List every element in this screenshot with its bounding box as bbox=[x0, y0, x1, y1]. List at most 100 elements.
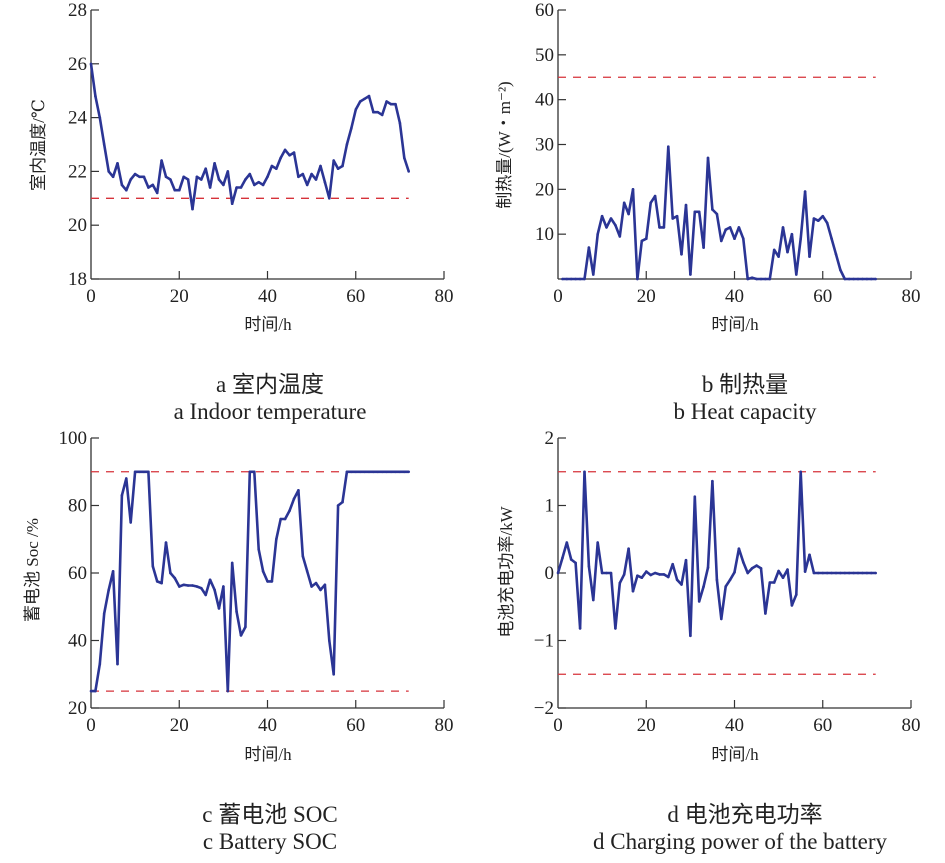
data-point bbox=[706, 156, 710, 160]
y-axis-label: 制热量/(W・m⁻²) bbox=[495, 81, 514, 208]
data-point bbox=[742, 560, 745, 564]
data-point bbox=[808, 255, 811, 258]
series-line bbox=[89, 63, 410, 211]
y-tick-label: 28 bbox=[68, 0, 87, 21]
caption-b-zh: b 制热量 bbox=[701, 372, 789, 397]
data-point bbox=[253, 183, 256, 187]
data-point bbox=[777, 255, 780, 258]
x-tick-label: 20 bbox=[170, 286, 189, 307]
data-point bbox=[279, 517, 283, 521]
data-point bbox=[129, 178, 132, 181]
data-point bbox=[720, 239, 723, 243]
data-point bbox=[574, 561, 577, 565]
data-point bbox=[385, 470, 388, 474]
data-point bbox=[217, 607, 221, 610]
data-point bbox=[631, 589, 635, 593]
data-point bbox=[323, 583, 327, 587]
data-point bbox=[89, 62, 93, 66]
data-point bbox=[737, 226, 741, 229]
data-point bbox=[781, 576, 785, 579]
data-point bbox=[693, 210, 697, 214]
data-point bbox=[266, 175, 269, 179]
data-point bbox=[328, 197, 331, 200]
data-point bbox=[151, 565, 155, 568]
y-tick-label: 30 bbox=[535, 135, 554, 156]
data-point bbox=[155, 191, 159, 195]
data-point bbox=[297, 175, 300, 179]
data-point bbox=[288, 509, 291, 512]
data-point bbox=[583, 277, 586, 281]
data-point bbox=[596, 232, 599, 236]
data-point bbox=[98, 662, 102, 666]
series-line bbox=[556, 470, 876, 638]
data-point bbox=[569, 558, 573, 561]
data-point bbox=[569, 277, 573, 281]
data-point bbox=[403, 470, 406, 474]
data-point bbox=[138, 470, 141, 474]
data-point bbox=[160, 581, 163, 585]
data-point bbox=[772, 581, 776, 584]
data-point bbox=[133, 470, 137, 474]
data-point bbox=[288, 154, 291, 157]
data-point bbox=[755, 564, 758, 567]
data-point bbox=[367, 470, 371, 474]
y-tick-label: −2 bbox=[534, 698, 554, 719]
caption-b-en: b Heat capacity bbox=[673, 399, 817, 424]
data-point bbox=[667, 145, 670, 148]
data-point bbox=[680, 583, 683, 586]
data-point bbox=[257, 180, 261, 184]
data-point bbox=[600, 214, 604, 218]
data-point bbox=[270, 580, 274, 583]
data-point bbox=[226, 170, 230, 173]
data-point bbox=[164, 175, 168, 179]
data-point bbox=[671, 217, 674, 220]
data-point bbox=[565, 277, 569, 281]
x-tick-label: 60 bbox=[346, 715, 365, 736]
y-tick-label: 40 bbox=[68, 631, 87, 652]
data-point bbox=[230, 202, 234, 205]
x-tick-label: 60 bbox=[813, 715, 832, 736]
data-point bbox=[213, 162, 216, 165]
data-point bbox=[839, 268, 842, 272]
data-point bbox=[350, 470, 353, 474]
data-point bbox=[275, 538, 278, 541]
x-tick-label: 40 bbox=[725, 286, 744, 307]
data-point bbox=[817, 219, 820, 222]
caption-d-en: d Charging power of the battery bbox=[592, 829, 888, 854]
data-point bbox=[376, 470, 380, 474]
data-point bbox=[94, 94, 97, 98]
data-point bbox=[856, 277, 860, 281]
data-point bbox=[795, 273, 798, 276]
data-point bbox=[772, 248, 776, 252]
x-tick-label: 80 bbox=[902, 715, 921, 736]
data-point bbox=[354, 470, 358, 474]
data-point bbox=[376, 110, 380, 114]
data-point bbox=[239, 634, 243, 637]
data-point bbox=[649, 201, 652, 205]
y-tick-label: 40 bbox=[535, 90, 554, 111]
data-point bbox=[292, 151, 296, 154]
data-point bbox=[94, 689, 97, 693]
data-point bbox=[556, 571, 560, 575]
data-point bbox=[230, 561, 234, 565]
data-point bbox=[195, 175, 199, 179]
data-point bbox=[830, 237, 833, 240]
data-point bbox=[689, 634, 692, 638]
data-point bbox=[323, 180, 327, 184]
data-point bbox=[645, 570, 648, 573]
x-axis-label: 时间/h bbox=[244, 315, 292, 334]
data-point bbox=[297, 489, 300, 492]
data-point bbox=[596, 541, 599, 544]
data-point bbox=[319, 588, 322, 592]
data-point bbox=[702, 246, 705, 249]
data-point bbox=[746, 571, 749, 575]
x-tick-label: 0 bbox=[553, 286, 563, 307]
data-point bbox=[750, 567, 754, 570]
data-point bbox=[653, 571, 657, 575]
data-point bbox=[759, 277, 763, 281]
data-point bbox=[733, 237, 736, 240]
data-point bbox=[292, 497, 296, 501]
data-point bbox=[208, 578, 212, 582]
data-point bbox=[328, 639, 331, 642]
y-tick-label: 24 bbox=[68, 108, 88, 129]
